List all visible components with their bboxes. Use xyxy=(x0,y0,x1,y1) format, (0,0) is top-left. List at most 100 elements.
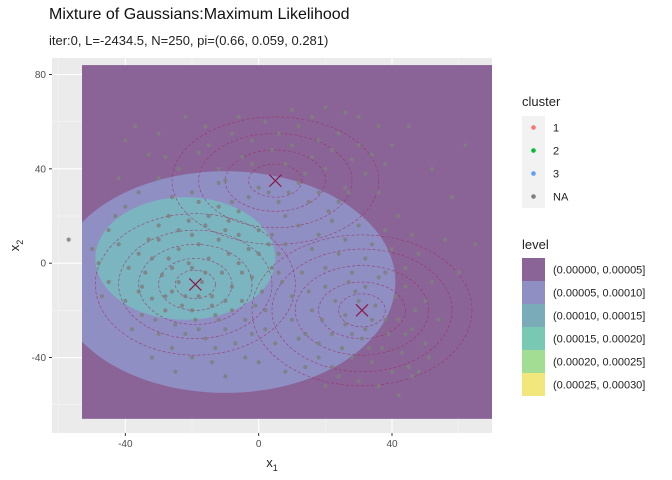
data-point xyxy=(143,270,148,275)
level-band-2 xyxy=(95,197,276,320)
data-point xyxy=(369,360,375,365)
data-point xyxy=(393,294,398,299)
data-point xyxy=(449,195,455,200)
data-point xyxy=(133,124,138,129)
cluster-center-2 xyxy=(188,277,202,291)
data-point xyxy=(323,383,328,388)
legend-level-label: (0.00020, 0.00025] xyxy=(553,357,645,369)
data-point xyxy=(156,223,161,228)
data-point xyxy=(383,270,388,275)
data-point xyxy=(226,251,231,256)
data-point xyxy=(316,355,321,360)
data-point xyxy=(406,364,411,370)
data-point xyxy=(376,124,381,129)
data-point xyxy=(306,289,311,294)
data-point xyxy=(116,242,121,247)
data-point xyxy=(266,242,271,247)
data-point xyxy=(249,162,255,167)
data-point xyxy=(403,284,408,289)
legend-cluster-label: 3 xyxy=(553,169,559,181)
data-point xyxy=(249,275,255,280)
data-point xyxy=(209,303,215,308)
data-point xyxy=(323,166,328,171)
data-point xyxy=(349,157,355,162)
data-point xyxy=(236,209,241,214)
contour-2-3 xyxy=(271,248,453,372)
data-point xyxy=(256,185,261,190)
data-point xyxy=(126,265,131,271)
data-point xyxy=(426,355,431,360)
data-point xyxy=(139,312,145,318)
data-point xyxy=(136,190,141,195)
data-point xyxy=(149,296,155,301)
data-point xyxy=(173,322,178,327)
data-point xyxy=(206,256,211,261)
data-point xyxy=(166,256,171,261)
y-axis-title-sub: 2 xyxy=(15,240,25,245)
x-axis-title-base: x xyxy=(266,455,273,470)
data-point xyxy=(346,279,351,285)
data-point xyxy=(276,270,281,275)
data-point xyxy=(189,265,195,271)
cluster-center-1 xyxy=(268,174,282,188)
data-point xyxy=(223,374,228,379)
data-point xyxy=(236,114,241,120)
data-point xyxy=(283,242,288,247)
data-point xyxy=(246,246,251,252)
legend-level-key-1 xyxy=(522,281,545,304)
data-point xyxy=(169,345,175,351)
data-point xyxy=(369,317,375,322)
data-point xyxy=(296,336,301,341)
data-point xyxy=(216,180,221,186)
data-point xyxy=(279,279,285,285)
data-point xyxy=(316,138,321,143)
data-point xyxy=(396,393,401,398)
data-point xyxy=(369,152,375,157)
data-point xyxy=(363,284,368,289)
data-point xyxy=(203,223,208,228)
data-point xyxy=(303,331,308,337)
data-point xyxy=(223,178,228,183)
data-point xyxy=(216,237,221,242)
data-point xyxy=(316,341,321,346)
data-point xyxy=(383,317,388,322)
chart-title: Mixture of Gaussians:Maximum Likelihood xyxy=(49,6,350,23)
data-point xyxy=(356,298,361,304)
data-point xyxy=(116,176,121,181)
data-point xyxy=(203,270,208,275)
data-point xyxy=(176,166,181,171)
data-point xyxy=(349,331,355,337)
x-tick-label: 0 xyxy=(256,439,262,450)
center-mark xyxy=(268,174,282,188)
data-point xyxy=(363,256,368,261)
data-point xyxy=(443,237,448,242)
legend-level-title: level xyxy=(522,237,549,252)
data-point xyxy=(223,327,228,332)
data-point xyxy=(149,256,155,261)
data-point xyxy=(389,143,395,148)
data-point xyxy=(369,242,375,247)
legend-level-label: (0.00025, 0.00030] xyxy=(553,380,645,392)
data-point xyxy=(129,327,135,332)
data-point xyxy=(216,204,221,209)
data-point xyxy=(256,228,261,233)
data-point xyxy=(266,190,271,195)
legend-cluster-key-1 xyxy=(531,125,536,130)
data-point xyxy=(209,360,215,365)
cluster-center-3 xyxy=(355,303,369,317)
data-point xyxy=(343,185,348,190)
data-point xyxy=(123,298,128,304)
data-point xyxy=(289,294,295,299)
data-point xyxy=(206,143,211,148)
data-point xyxy=(186,261,191,266)
data-point xyxy=(259,289,265,294)
legend-level-label: (0.00015, 0.00020] xyxy=(553,334,645,346)
data-point xyxy=(276,251,281,256)
legend-level-label: (0.00000, 0.00005] xyxy=(553,265,645,277)
y-axis-title: x2 xyxy=(7,240,25,252)
data-point xyxy=(89,246,95,252)
legend-level-label: (0.00005, 0.00010] xyxy=(553,288,645,300)
data-point xyxy=(406,124,411,129)
legend-level-label: (0.00010, 0.00015] xyxy=(553,311,645,323)
legend-cluster-title: cluster xyxy=(522,94,561,109)
